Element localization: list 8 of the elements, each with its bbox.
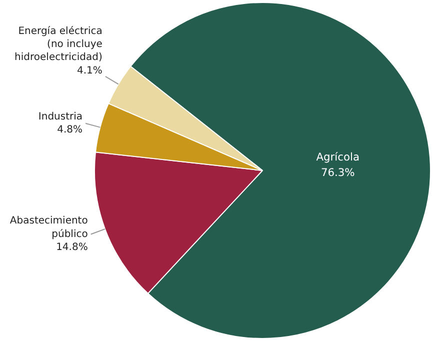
- data-label: 4.8%: [57, 124, 83, 136]
- slice-label: Energía eléctrica (no incluye hidroelectricidad): [14, 26, 103, 64]
- data-label: 76.3%: [320, 166, 355, 180]
- slice-label: Abastecimiento público: [10, 216, 88, 240]
- data-label: 14.8%: [56, 242, 88, 253]
- slice-label: Industria: [38, 111, 83, 122]
- slice-label: Agrícola: [316, 150, 360, 164]
- data-label: 4.1%: [77, 65, 102, 76]
